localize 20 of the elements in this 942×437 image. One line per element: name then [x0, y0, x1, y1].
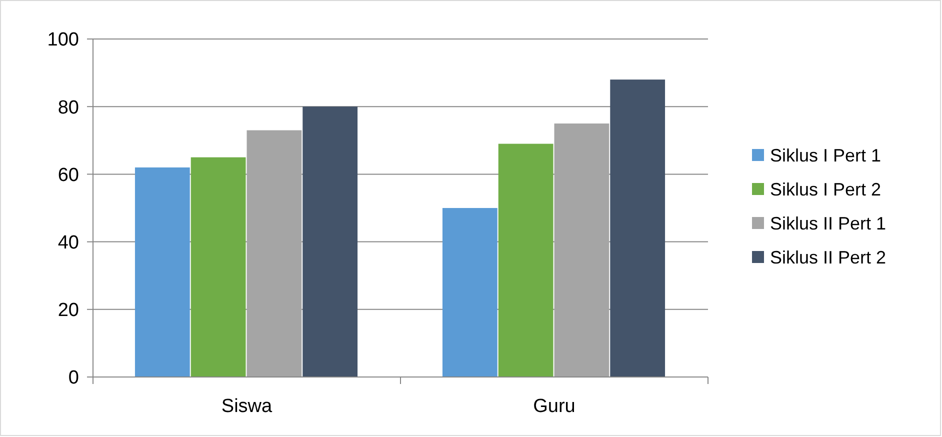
legend-label: Siklus I Pert 1	[770, 145, 882, 166]
bar	[442, 208, 498, 377]
y-tick-label: 20	[58, 300, 79, 322]
bar	[302, 106, 358, 377]
y-tick-label: 80	[58, 97, 79, 118]
bar	[498, 144, 554, 377]
x-tick-label: Guru	[533, 396, 576, 417]
y-tick-label: 100	[47, 30, 79, 51]
y-tick-label: 0	[68, 368, 79, 389]
bar	[134, 167, 190, 377]
legend-label: Siklus I Pert 2	[770, 179, 882, 200]
legend-label: Siklus II Pert 1	[770, 213, 886, 234]
bar	[246, 130, 302, 377]
y-tick-label: 40	[58, 232, 79, 254]
legend-label: Siklus II Pert 2	[770, 247, 886, 268]
x-tick-label: Siswa	[221, 396, 273, 417]
bar	[190, 157, 246, 377]
bar	[554, 124, 610, 377]
bar	[610, 80, 666, 377]
y-tick-label: 60	[58, 164, 79, 186]
